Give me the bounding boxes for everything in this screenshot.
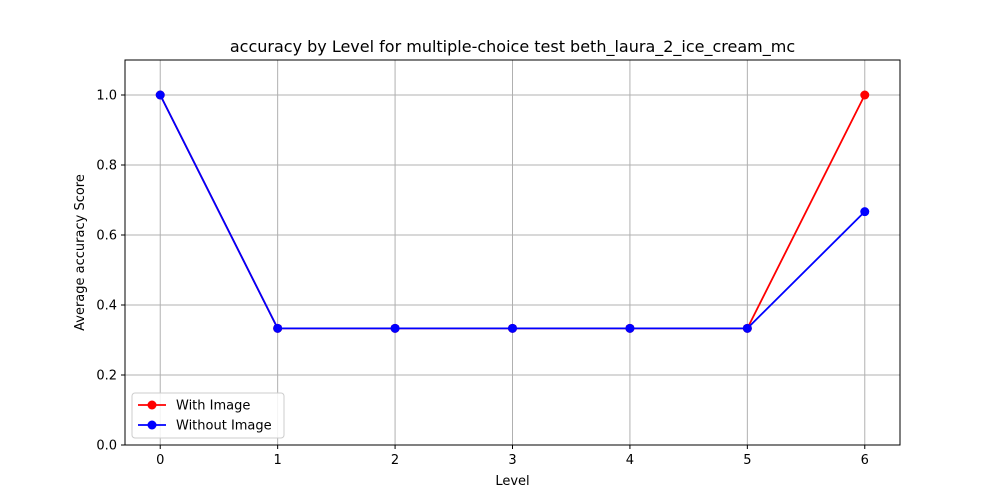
data-point [155, 90, 165, 100]
data-point [625, 323, 635, 333]
y-tick-label: 0.2 [96, 369, 117, 384]
series-without-image [155, 90, 870, 333]
y-tick-label: 0.6 [96, 229, 117, 244]
x-tick-label: 6 [861, 453, 869, 468]
data-point [273, 323, 283, 333]
x-tick-label: 1 [274, 453, 282, 468]
y-tick-label: 0.8 [96, 159, 117, 174]
data-point [860, 90, 870, 100]
legend-item: Without Image [138, 419, 272, 434]
legend-label: Without Image [176, 419, 272, 434]
legend-item: With Image [138, 399, 250, 414]
x-tick-label: 2 [391, 453, 399, 468]
data-point [742, 323, 752, 333]
y-tick-label: 0.0 [96, 439, 117, 454]
axis-ticks: 0 1 2 3 4 5 6 0.0 0.2 0.4 0.6 0.8 1.0 [96, 89, 869, 469]
y-axis-label: Average accuracy Score [73, 174, 88, 331]
x-tick-label: 4 [626, 453, 634, 468]
legend-marker [147, 420, 157, 430]
series-layer [155, 90, 870, 333]
legend-label: With Image [176, 399, 250, 414]
legend-box [131, 392, 285, 439]
y-tick-label: 0.4 [96, 299, 117, 314]
x-tick-label: 5 [743, 453, 751, 468]
x-tick-label: 3 [508, 453, 516, 468]
data-point [508, 323, 517, 333]
data-point [390, 323, 400, 333]
legend: With Image Without Image [131, 392, 285, 439]
y-tick-label: 1.0 [96, 89, 117, 104]
legend-marker [147, 400, 157, 410]
chart-title: accuracy by Level for multiple-choice te… [230, 37, 795, 57]
x-axis-label: Level [495, 474, 529, 489]
x-tick-label: 0 [156, 453, 164, 468]
data-point [860, 207, 870, 217]
